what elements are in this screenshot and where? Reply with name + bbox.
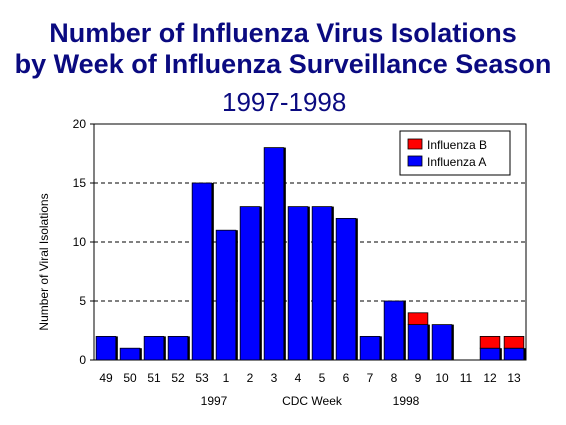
year-label: 1998 — [393, 394, 420, 408]
x-tick-label: 52 — [171, 371, 185, 385]
y-tick-label: 10 — [73, 235, 87, 249]
x-tick-label: 5 — [319, 371, 326, 385]
x-tick-label: 9 — [415, 371, 422, 385]
x-tick-label: 4 — [295, 371, 302, 385]
x-tick-label: 10 — [435, 371, 449, 385]
y-axis-label: Number of Viral Isolations — [37, 193, 51, 330]
x-axis-label: CDC Week — [282, 394, 343, 408]
y-tick-label: 0 — [79, 353, 86, 367]
x-tick-label: 8 — [391, 371, 398, 385]
y-tick-label: 5 — [79, 294, 86, 308]
bar-influenza-a — [143, 335, 165, 361]
bar-influenza-a — [215, 229, 237, 361]
title-line-1: Number of Influenza Virus Isolations — [49, 18, 517, 48]
bar-influenza-a — [239, 206, 261, 361]
x-tick-label: 11 — [460, 371, 473, 385]
bar-influenza-a — [383, 300, 405, 361]
legend-swatch — [407, 138, 423, 150]
bar-influenza-a — [311, 206, 333, 361]
x-tick-label: 6 — [343, 371, 350, 385]
y-tick-label: 20 — [73, 117, 87, 131]
bar-influenza-b — [407, 312, 429, 325]
x-tick-label: 51 — [147, 371, 161, 385]
legend-label: Influenza A — [427, 155, 486, 169]
x-tick-label: 13 — [507, 371, 521, 385]
bar-influenza-b — [503, 335, 525, 349]
y-tick-label: 15 — [73, 176, 87, 190]
x-tick-label: 49 — [99, 371, 113, 385]
x-tick-label: 53 — [195, 371, 209, 385]
bar-influenza-a — [287, 206, 309, 361]
x-tick-label: 3 — [271, 371, 278, 385]
year-label: 1997 — [201, 394, 228, 408]
bar-influenza-a — [359, 335, 381, 361]
bar-influenza-a — [167, 335, 189, 361]
x-tick-label: 7 — [367, 371, 374, 385]
legend-label: Influenza B — [427, 138, 487, 152]
bar-influenza-a — [95, 335, 117, 361]
x-tick-label: 50 — [123, 371, 137, 385]
bar-influenza-a — [335, 217, 357, 361]
bar-influenza-a — [263, 147, 285, 361]
legend-swatch — [407, 155, 423, 167]
x-tick-label: 2 — [247, 371, 254, 385]
bar-influenza-a — [119, 347, 141, 361]
x-tick-label: 1 — [223, 371, 230, 385]
title-season: 1997-1998 — [222, 87, 347, 117]
legend-box — [399, 130, 511, 176]
x-tick-label: 12 — [483, 371, 497, 385]
bar-influenza-a — [407, 324, 429, 361]
title-line-2: by Week of Influenza Surveillance Season — [14, 49, 552, 79]
bar-influenza-a — [191, 182, 213, 361]
chart-title: Number of Influenza Virus Isolations by … — [0, 18, 566, 80]
bar-influenza-a — [431, 324, 453, 361]
bar-influenza-a — [503, 347, 525, 361]
bar-influenza-a — [479, 347, 501, 361]
bar-influenza-b — [479, 335, 501, 349]
